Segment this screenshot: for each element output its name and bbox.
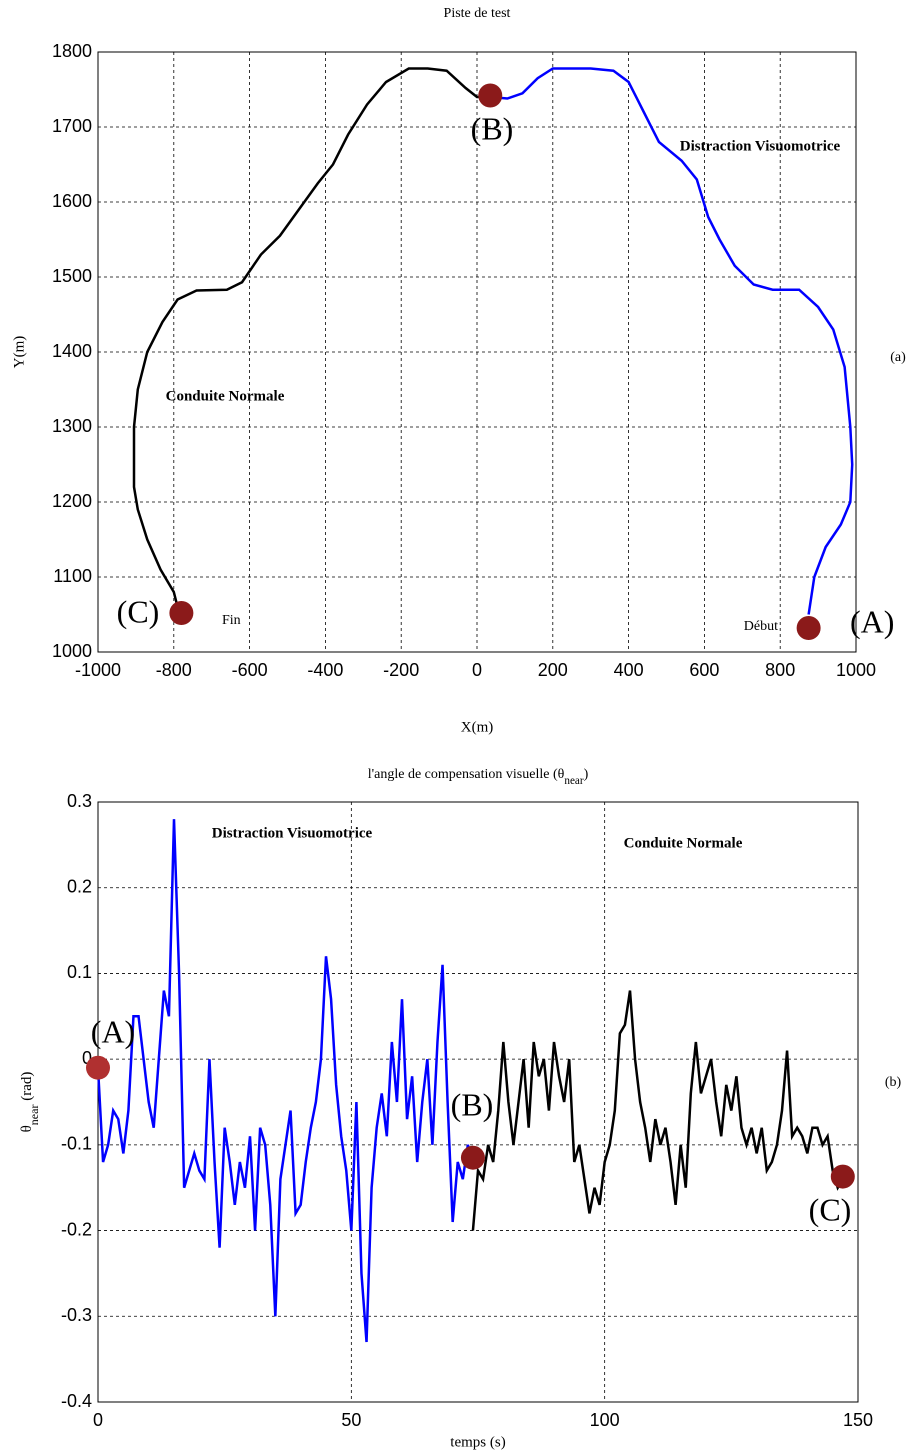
chart-title-part: ) <box>584 767 589 782</box>
point-label: (C) <box>809 1191 852 1227</box>
y-axis-label-part: near <box>27 1105 41 1126</box>
x-tick-label: 0 <box>472 660 482 680</box>
y-tick-label: 1100 <box>53 566 92 586</box>
data-line <box>471 990 844 1231</box>
x-tick-label: 800 <box>765 660 795 680</box>
point-label: (A) <box>91 1013 135 1049</box>
y-axis-label-part: θ <box>19 1125 35 1132</box>
point-marker <box>830 1164 855 1189</box>
x-axis-label: temps (s) <box>450 1434 505 1450</box>
series-label: Distraction Visuomotrice <box>680 138 841 154</box>
series-label: Conduite Normale <box>166 388 285 404</box>
panel-label: (b) <box>885 1075 902 1090</box>
x-tick-label: 1000 <box>836 660 876 680</box>
x-axis-label: X(m) <box>461 719 494 735</box>
point-label: (C) <box>117 593 160 629</box>
y-tick-label: 0.1 <box>67 962 92 982</box>
y-tick-label: -0.3 <box>61 1305 92 1325</box>
y-tick-label: 0 <box>82 1048 92 1068</box>
point-marker <box>796 616 821 640</box>
panel-label: (a) <box>890 350 906 365</box>
data-line <box>132 67 491 608</box>
y-tick-label: 1000 <box>52 641 92 661</box>
y-tick-label: 0.3 <box>67 791 92 811</box>
point-marker <box>460 1145 485 1170</box>
y-axis-label: Y(m) <box>11 336 27 369</box>
x-tick-label: 600 <box>689 660 719 680</box>
x-tick-label: -400 <box>307 660 343 680</box>
x-tick-label: -800 <box>156 660 192 680</box>
x-tick-label: -1000 <box>75 660 121 680</box>
y-tick-label: 0.2 <box>67 876 92 896</box>
y-axis-label: θnear (rad) <box>19 1072 40 1133</box>
annotation: Début <box>744 619 778 634</box>
chart-title-part: near <box>564 775 584 787</box>
chart-title: Piste de test <box>444 6 511 21</box>
y-tick-label: 1500 <box>52 266 92 286</box>
y-tick-label: 1200 <box>52 491 92 511</box>
point-label: (A) <box>850 603 894 639</box>
x-tick-label: 400 <box>614 660 644 680</box>
y-tick-label: 1300 <box>52 416 92 436</box>
y-tick-label: -0.1 <box>61 1134 92 1154</box>
data-line <box>490 67 854 615</box>
data-line <box>96 819 475 1343</box>
point-marker <box>169 601 194 625</box>
y-tick-label: 1800 <box>52 41 92 61</box>
y-tick-label: -0.4 <box>61 1391 92 1411</box>
x-tick-label: -600 <box>232 660 268 680</box>
y-tick-label: 1600 <box>52 191 92 211</box>
x-tick-label: 200 <box>538 660 568 680</box>
point-label: (B) <box>471 110 514 146</box>
chart-title: l'angle de compensation visuelle (θnear) <box>368 767 589 786</box>
y-tick-label: -0.2 <box>61 1219 92 1239</box>
point-label: (B) <box>451 1086 494 1122</box>
chart-title-part: l'angle de compensation visuelle (θ <box>368 767 565 782</box>
point-marker <box>478 83 503 108</box>
plot-frame <box>97 801 859 1403</box>
x-tick-label: 100 <box>590 1410 620 1430</box>
x-tick-label: -200 <box>383 660 419 680</box>
y-tick-label: 1700 <box>52 116 92 136</box>
x-tick-label: 0 <box>93 1410 103 1430</box>
y-tick-label: 1400 <box>52 341 92 361</box>
annotation: Fin <box>222 613 241 628</box>
y-axis-label-part: (rad) <box>19 1072 35 1105</box>
series-label: Distraction Visuomotrice <box>212 825 373 841</box>
x-tick-label: 50 <box>341 1410 361 1430</box>
point-marker <box>86 1055 110 1080</box>
series-label: Conduite Normale <box>624 835 743 851</box>
x-tick-label: 150 <box>843 1410 873 1430</box>
plot-frame <box>97 51 857 653</box>
